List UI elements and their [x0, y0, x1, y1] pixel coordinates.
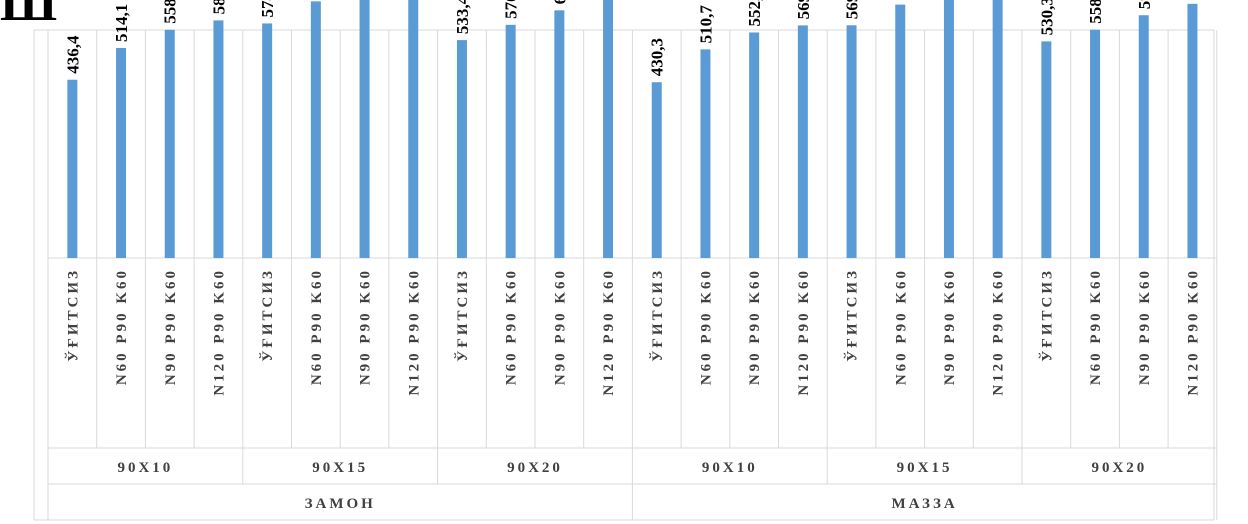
category-label: N60 P90 K60: [309, 268, 325, 385]
bar: [797, 25, 808, 258]
bars: [67, 0, 1198, 259]
value-labels: 436,4514,1558,7581,6574,2628,3660,9681,3…: [63, 0, 1154, 76]
data-label: 574,2: [258, 0, 277, 17]
category-label: N90 P90 K60: [358, 268, 374, 385]
group-label: 90X20: [1091, 460, 1147, 476]
category-label: N60 P90 K60: [114, 268, 130, 385]
data-label: 570,8: [502, 0, 521, 19]
category-label: N60 P90 K60: [893, 268, 909, 385]
data-label: 552,1: [745, 0, 764, 26]
bar: [895, 4, 906, 258]
data-label: 606,3: [550, 0, 569, 4]
category-label: ЎҒИТСИЗ: [649, 268, 666, 362]
group-label: 90X15: [897, 460, 953, 476]
group-label: 90X10: [117, 460, 173, 476]
bar: [1187, 3, 1198, 259]
chart-area: [33, 29, 1215, 521]
bar: [1041, 41, 1052, 258]
data-label: 581,6: [209, 0, 228, 14]
bar: [359, 0, 370, 259]
data-label: 569,4: [794, 0, 813, 19]
bar: [749, 32, 760, 259]
category-label: N90 P90 K60: [552, 268, 568, 385]
category-label: ЎҒИТСИЗ: [64, 268, 81, 362]
data-label: 569,7: [843, 0, 862, 19]
bar: [262, 23, 273, 258]
category-dividers: [47, 30, 1218, 520]
bar: [310, 1, 321, 259]
bar: [67, 79, 78, 259]
bar: [213, 20, 224, 259]
data-label: 594,3: [1135, 0, 1154, 9]
bar: [603, 0, 614, 258]
bar: [1090, 29, 1101, 259]
category-label: N90 P90 K60: [163, 268, 179, 385]
bar: [1138, 15, 1149, 258]
category-labels: ЎҒИТСИЗ N60 P90 K60 N90 P90 K60 N120 P90 K6…: [64, 268, 1201, 396]
bar: [554, 10, 565, 259]
category-label: N120 P90 K60: [991, 268, 1007, 396]
category-label: N90 P90 K60: [747, 268, 763, 385]
data-label: 530,3: [1037, 0, 1056, 35]
category-label: N120 P90 K60: [211, 268, 227, 396]
category-label: ЎҒИТСИЗ: [844, 268, 861, 362]
bar: [943, 0, 954, 258]
data-label: 558,9: [1086, 0, 1105, 24]
bar: [846, 25, 857, 258]
bar: [456, 40, 467, 259]
bar: [651, 82, 662, 259]
category-label: N60 P90 K60: [698, 268, 714, 385]
category-label: ЎҒИТСИЗ: [1038, 268, 1055, 362]
category-label: N120 P90 K60: [796, 268, 812, 396]
data-label: 533,4: [453, 0, 472, 34]
data-label: 436,4: [63, 35, 82, 74]
bar: [505, 24, 516, 258]
category-label: N90 P90 K60: [1137, 268, 1153, 385]
group-label: 90X20: [507, 460, 563, 476]
top-group-labels: ЗАМОН МАЗЗА: [305, 496, 957, 512]
category-label: N90 P90 K60: [942, 268, 958, 385]
group-labels: 90X10 90X15 90X20 90X10 90X15 90X20: [117, 460, 1147, 476]
top-group-label: ЗАМОН: [305, 496, 376, 512]
bar: [116, 47, 127, 259]
bar: [992, 0, 1003, 259]
top-group-label: МАЗЗА: [891, 496, 957, 512]
data-label: 510,7: [696, 5, 715, 44]
bar: [700, 49, 711, 258]
category-label: ЎҒИТСИЗ: [454, 268, 471, 362]
category-label: N120 P90 K60: [1185, 268, 1201, 396]
bar: [164, 29, 175, 258]
page-heading: Ш: [0, 0, 58, 32]
category-label: N60 P90 K60: [1088, 268, 1104, 385]
bar: [408, 0, 419, 258]
data-label: 430,3: [648, 38, 667, 76]
category-label: N120 P90 K60: [601, 268, 617, 396]
category-label: N60 P90 K60: [504, 268, 520, 385]
category-label: N120 P90 K60: [406, 268, 422, 396]
group-label: 90X15: [312, 460, 368, 476]
category-label: ЎҒИТСИЗ: [259, 268, 276, 362]
data-label: 514,1: [112, 4, 131, 42]
data-label: 558,7: [161, 0, 180, 24]
group-label: 90X10: [702, 460, 758, 476]
